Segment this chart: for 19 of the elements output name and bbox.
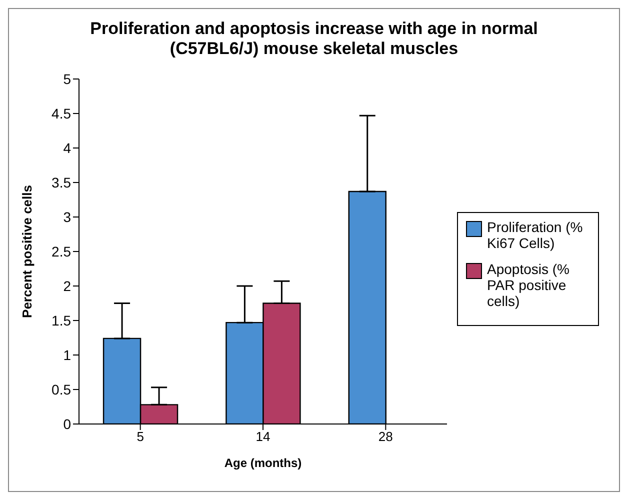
legend-label: Proliferation (% Ki67 Cells) [487, 219, 584, 251]
y-tick-label: 0 [63, 416, 72, 432]
chart-title: Proliferation and apoptosis increase with age in normal (C57BL6/J) mouse skeletal muscles [89, 18, 539, 59]
y-tick-label: 5 [63, 70, 72, 87]
y-tick-label: 1 [63, 346, 72, 363]
y-axis-title: Percent positive cells [20, 185, 35, 318]
x-tick-label: 14 [256, 429, 270, 444]
y-tick-label: 2 [63, 278, 72, 294]
x-tick-label: 28 [378, 429, 393, 444]
y-tick-label: 4 [63, 140, 72, 156]
x-axis-title: Age (months) [224, 456, 302, 470]
y-tick-label: 3.5 [52, 174, 72, 190]
y-tick-label: 0.5 [52, 381, 72, 398]
y-tick-label: 4.5 [52, 105, 72, 122]
y-tick-label: 2.5 [52, 243, 72, 260]
y-tick-label: 1.5 [52, 312, 72, 328]
x-tick-label: 5 [136, 429, 144, 444]
y-tick-label: 3 [63, 208, 72, 225]
legend-label: Apoptosis (% PAR positive cells) [487, 261, 570, 309]
